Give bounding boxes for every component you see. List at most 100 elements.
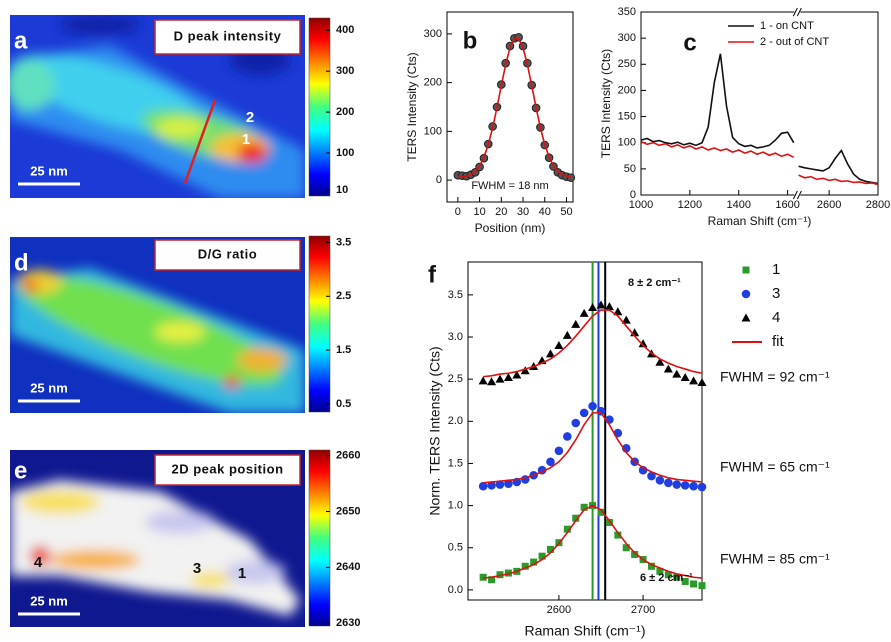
data-line [640,140,795,159]
colorbar [308,235,331,413]
annotation: 4 [34,554,43,571]
data-point [546,457,555,467]
x-axis-label: Position (nm) [475,221,546,235]
legend-swatch [742,266,750,274]
x-tick-label: 40 [539,206,551,218]
data-point [663,364,673,373]
y-tick-label: 2.5 [448,373,463,385]
data-point [579,408,589,418]
data-point [605,518,613,526]
panel-title: D/G ratio [198,246,257,261]
data-line [483,504,703,579]
y-tick-label: 3.0 [448,331,463,343]
y-tick-label: 2.0 [448,415,463,427]
data-line [640,53,795,149]
legend-label: 3 [772,285,780,302]
data-point [647,562,655,570]
x-tick-label: 2600 [817,199,841,211]
x-tick-label: 1600 [775,199,799,211]
colorbar [308,17,331,197]
scale-bar-label: 25 nm [30,163,68,178]
colorbar-tick-label: 1.5 [336,344,351,356]
title-box [154,454,301,486]
data-line [457,37,571,179]
data-point [562,330,572,339]
colorbar-tick-label: 3.5 [336,236,351,248]
data-point [503,372,513,381]
y-tick-label: 100 [618,137,636,149]
data-point [504,569,512,577]
x-tick-label: 0 [455,206,461,218]
y-axis-label: TERS Intensity (Cts) [405,52,419,161]
y-tick-label: 200 [618,84,636,96]
axis-break [792,190,798,200]
data-point [614,531,622,539]
x-tick-label: 2600 [547,604,571,616]
data-point [613,307,623,316]
y-tick-label: 0 [630,189,636,201]
data-point [538,552,546,560]
colorbar-tick-label: 0.5 [336,398,351,410]
x-axis-label: Raman Shift (cm⁻¹) [525,623,646,639]
data-point [563,432,572,441]
annotation: FWHM = 92 cm⁻¹ [720,369,830,385]
data-point [495,374,505,383]
data-line [798,149,879,185]
data-point [520,366,530,375]
data-point [478,376,488,385]
data-line [798,174,879,186]
panel-label: d [14,249,29,276]
y-tick-label: 150 [618,110,636,122]
data-point [488,576,496,584]
panel-title: 2D peak position [171,461,283,476]
x-tick-label: 2700 [631,604,655,616]
data-point [697,482,707,492]
x-tick-label: 50 [560,206,572,218]
y-tick-label: 300 [424,28,442,40]
data-point [521,562,529,570]
annotation: 3 [193,560,201,577]
x-tick-label: 2800 [866,199,890,211]
x-tick-label: 10 [473,206,485,218]
data-point [554,446,564,456]
x-tick-label: 1400 [726,199,750,211]
data-point [479,573,487,581]
plot-frame [446,11,574,203]
colorbar-tick-label: 2660 [336,449,360,461]
title-box [154,239,301,271]
annotation: FWHM = 65 cm⁻¹ [720,459,830,475]
data-point [655,476,665,485]
colorbar-tick-label: 10 [336,184,348,196]
annotation: 1 [238,565,246,582]
data-point [597,508,605,516]
data-point [621,315,631,324]
data-point [664,571,672,579]
panel-label: f [428,261,437,288]
title-box [154,19,301,55]
panel-label: a [14,27,28,54]
axis-break-gap [794,192,801,198]
annotation: 2 [246,109,254,126]
data-point [588,303,598,312]
data-point [580,503,588,511]
data-point [604,302,614,311]
y-tick-label: 1.5 [448,457,463,469]
data-point [563,525,571,533]
data-point [698,582,706,590]
data-point [689,376,699,385]
data-point [546,545,554,553]
data-point [622,544,630,552]
axis-break [796,7,802,17]
colorbar-tick-label: 200 [336,106,354,118]
axis-break [796,190,802,200]
colorbar-tick-label: 400 [336,24,354,36]
legend-label: 1 [772,261,780,278]
data-point [672,480,682,489]
y-tick-label: 350 [618,6,636,18]
data-point [588,401,597,411]
data-point [596,300,606,309]
axis-break [792,7,798,17]
data-point [496,571,504,579]
data-point [638,339,648,348]
